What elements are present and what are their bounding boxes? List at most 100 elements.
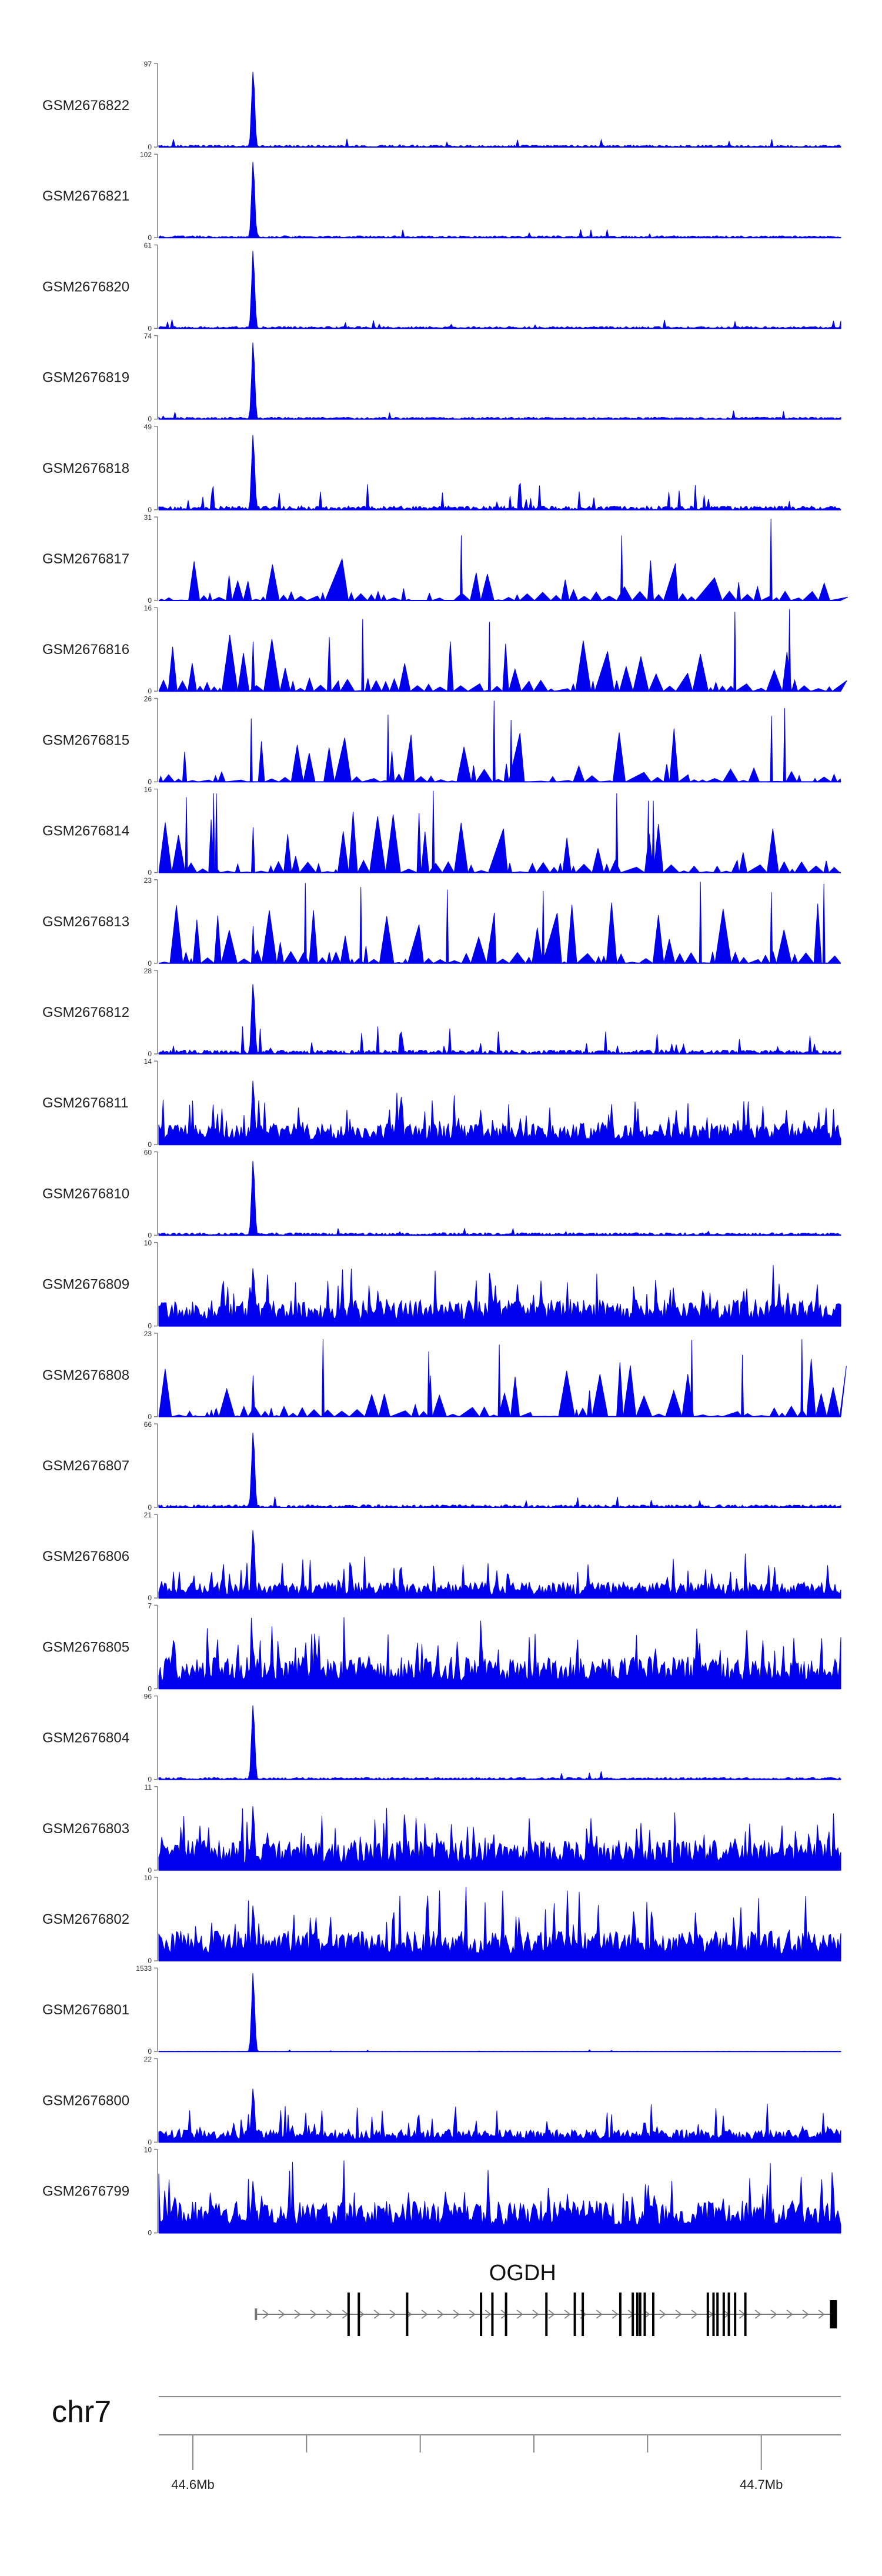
y-axis-max-label: 16 — [144, 786, 152, 794]
y-axis-max-label: 1533 — [136, 1964, 152, 1973]
exon — [619, 2293, 622, 2336]
track-label-GSM2676809: GSM2676809 — [42, 1277, 129, 1293]
exon — [358, 2293, 360, 2336]
y-axis-min-label: 0 — [148, 2138, 152, 2146]
exon — [706, 2293, 709, 2336]
y-axis-min-label: 0 — [148, 1866, 152, 1874]
y-axis-min-label: 0 — [148, 687, 152, 695]
y-axis-min-label: 0 — [148, 778, 152, 786]
track-label-GSM2676801: GSM2676801 — [42, 2002, 129, 2018]
track-label-GSM2676815: GSM2676815 — [42, 732, 129, 748]
track-label-GSM2676799: GSM2676799 — [42, 2184, 129, 2200]
y-axis-max-label: 60 — [144, 1148, 152, 1156]
strand-arrow — [818, 2310, 825, 2319]
signal-area-GSM2676815 — [158, 700, 841, 783]
strand-arrow — [278, 2310, 285, 2319]
exon — [722, 2293, 725, 2336]
y-axis-max-label: 28 — [144, 967, 152, 975]
strand-arrow — [564, 2310, 571, 2319]
signal-area-GSM2676819 — [158, 342, 841, 420]
y-axis-max-label: 66 — [144, 1420, 152, 1429]
y-axis-max-label: 10 — [144, 1874, 152, 1882]
y-axis-max-label: 96 — [144, 1693, 152, 1701]
track-label-GSM2676822: GSM2676822 — [42, 98, 129, 114]
track-label-GSM2676818: GSM2676818 — [42, 461, 129, 476]
y-axis-max-label: 102 — [140, 151, 152, 159]
strand-arrow — [754, 2310, 761, 2319]
y-axis-max-label: 7 — [148, 1601, 152, 1610]
y-axis-max-label: 23 — [144, 876, 152, 885]
signal-area-GSM2676802 — [158, 1887, 841, 1961]
exon — [639, 2293, 642, 2336]
exon — [744, 2293, 747, 2336]
strand-arrow — [548, 2310, 555, 2319]
y-axis-max-label: 10 — [144, 1239, 152, 1247]
track-label-GSM2676803: GSM2676803 — [42, 1821, 129, 1837]
y-axis-min-label: 0 — [148, 1684, 152, 1693]
genome-axis-tick-label: 44.6Mb — [171, 2477, 214, 2492]
exon — [632, 2293, 634, 2336]
exon — [505, 2293, 507, 2336]
signal-area-GSM2676800 — [158, 2088, 841, 2143]
track-label-GSM2676811: GSM2676811 — [42, 1095, 128, 1111]
y-axis-max-label: 26 — [144, 695, 152, 703]
y-axis-min-label: 0 — [148, 1050, 152, 1058]
strand-arrow — [469, 2310, 476, 2319]
y-axis-max-label: 49 — [144, 423, 152, 431]
strand-arrow — [326, 2310, 333, 2319]
exon — [491, 2293, 494, 2336]
strand-arrow — [786, 2310, 793, 2319]
strand-arrow — [659, 2310, 666, 2319]
exon — [643, 2293, 646, 2336]
exon — [830, 2300, 837, 2328]
signal-area-GSM2676804 — [158, 1705, 841, 1780]
chromosome-label: chr7 — [52, 2395, 111, 2429]
gene-name-label: OGDH — [489, 2261, 556, 2285]
y-axis-min-label: 0 — [148, 1413, 152, 1421]
strand-arrow — [310, 2310, 317, 2319]
y-axis-min-label: 0 — [148, 2229, 152, 2237]
exon — [573, 2293, 576, 2336]
exon — [727, 2293, 730, 2336]
track-label-GSM2676808: GSM2676808 — [42, 1367, 129, 1383]
y-axis-min-label: 0 — [148, 1322, 152, 1330]
strand-arrow — [437, 2310, 444, 2319]
signal-area-GSM2676807 — [158, 1433, 841, 1508]
y-axis-max-label: 11 — [145, 1783, 152, 1791]
strand-arrow — [675, 2310, 682, 2319]
signal-area-GSM2676810 — [158, 1161, 841, 1236]
signal-area-GSM2676809 — [158, 1265, 841, 1327]
track-label-GSM2676812: GSM2676812 — [42, 1005, 129, 1020]
y-axis-min-label: 0 — [148, 1776, 152, 1784]
exon — [712, 2293, 715, 2336]
signal-area-GSM2676799 — [158, 2160, 841, 2234]
track-label-GSM2676817: GSM2676817 — [42, 551, 129, 567]
signal-area-GSM2676805 — [158, 1617, 841, 1689]
y-axis-min-label: 0 — [148, 1231, 152, 1239]
y-axis-min-label: 0 — [148, 143, 152, 151]
strand-arrow — [612, 2310, 619, 2319]
signal-area-GSM2676812 — [158, 984, 841, 1055]
exon — [652, 2293, 654, 2336]
strand-arrow — [770, 2310, 777, 2319]
track-label-GSM2676816: GSM2676816 — [42, 642, 129, 658]
y-axis-max-label: 61 — [144, 241, 152, 249]
strand-arrow — [389, 2310, 396, 2319]
track-label-GSM2676813: GSM2676813 — [42, 914, 129, 930]
y-axis-min-label: 0 — [148, 233, 152, 242]
signal-area-GSM2676806 — [158, 1530, 841, 1599]
y-axis-min-label: 0 — [148, 959, 152, 967]
y-axis-min-label: 0 — [148, 1503, 152, 1511]
signal-area-GSM2676816 — [158, 609, 847, 693]
track-label-GSM2676804: GSM2676804 — [42, 1730, 129, 1746]
signal-area-GSM2676808 — [158, 1339, 847, 1418]
track-label-GSM2676814: GSM2676814 — [42, 823, 129, 839]
signal-area-GSM2676813 — [158, 882, 841, 965]
strand-arrow — [262, 2310, 269, 2319]
strand-arrow — [373, 2310, 380, 2319]
signal-area-GSM2676803 — [158, 1806, 841, 1871]
y-axis-min-label: 0 — [148, 596, 152, 605]
y-axis-max-label: 23 — [144, 1330, 152, 1338]
y-axis-max-label: 14 — [144, 1057, 152, 1066]
